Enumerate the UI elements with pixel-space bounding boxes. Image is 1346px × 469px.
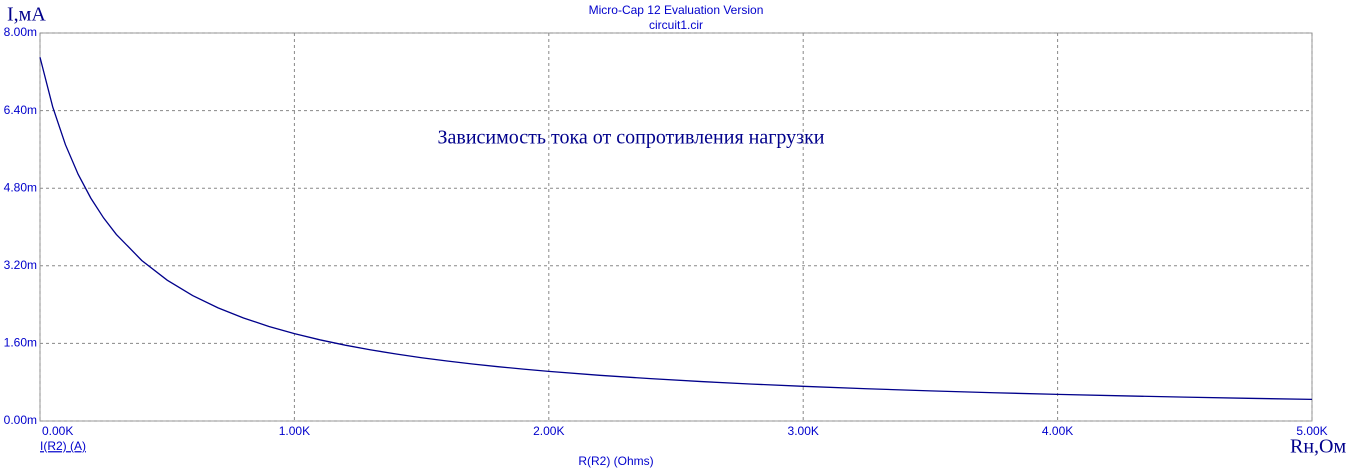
x-tick-label: 3.00K <box>788 424 819 438</box>
x-tick-label: 5.00K <box>1296 424 1327 438</box>
line-series <box>39 57 1313 401</box>
x-variable-label: R(R2) (Ohms) <box>578 454 653 468</box>
x-tick-label: 1.00K <box>279 424 310 438</box>
y-tick-label: 4.80m <box>4 180 37 194</box>
chart-subtitle: circuit1.cir <box>649 18 703 32</box>
x-tick-label: 4.00K <box>1042 424 1073 438</box>
x-tick-label: 0.00K <box>42 424 73 438</box>
annotation: Зависимость тока от сопротивления нагруз… <box>437 127 824 149</box>
y-tick-label: 0.00m <box>4 413 37 427</box>
y-tick-label: 3.20m <box>4 258 37 272</box>
x-tick-label: 2.00K <box>533 424 564 438</box>
plot-frame <box>39 32 1313 422</box>
x-axis-label: Rн,Ом <box>1290 436 1346 458</box>
y-axis-label: I,мА <box>7 4 46 26</box>
legend-entry: I(R2) (A) <box>40 439 86 453</box>
y-tick-label: 1.60m <box>4 336 37 350</box>
y-tick-label: 6.40m <box>4 103 37 117</box>
y-tick-label: 8.00m <box>4 25 37 39</box>
chart-title: Micro-Cap 12 Evaluation Version <box>589 3 764 17</box>
